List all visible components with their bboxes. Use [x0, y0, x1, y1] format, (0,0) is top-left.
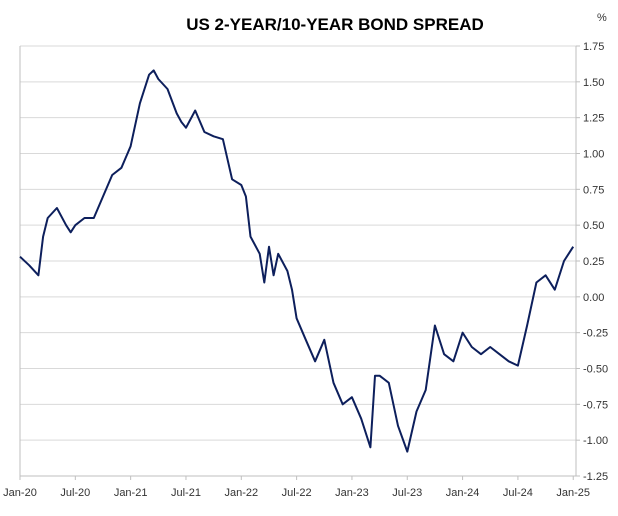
series-line-0: [19, 69, 575, 453]
x-tick-label: Jul-24: [503, 487, 533, 499]
axes: [19, 45, 580, 480]
y-axis-ticks: 1.75 1.50 1.25 1.00 0.75 0.50 0.25 0.00 -0.25 -0.…: [583, 41, 608, 483]
x-tick-label: Jan-25: [556, 487, 590, 499]
x-axis-ticks: Jan-20 Jul-20 Jan-21 Jul-21 Jan-22 Jul-22 Jan-…: [3, 487, 590, 499]
x-tick-label: Jan-20: [3, 487, 37, 499]
y-tick-label: -0.25: [583, 328, 608, 340]
y-tick-label: -1.00: [583, 435, 608, 447]
x-tick-label: Jul-20: [60, 487, 90, 499]
y-tick-label: -1.25: [583, 471, 608, 483]
gridlines: [20, 45, 576, 477]
y-tick-label: 1.50: [583, 77, 604, 89]
x-tick-label: Jan-21: [114, 487, 148, 499]
x-tick-label: Jul-21: [171, 487, 201, 499]
y-tick-label: 1.25: [583, 113, 604, 125]
y-tick-label: -0.75: [583, 399, 608, 411]
y-tick-label: 0.50: [583, 220, 604, 232]
y-tick-label: 1.00: [583, 149, 604, 161]
y-tick-label: 0.75: [583, 184, 604, 196]
y-tick-label: 0.00: [583, 292, 604, 304]
x-tick-label: Jul-22: [282, 487, 312, 499]
chart-title: US 2-YEAR/10-YEAR BOND SPREAD: [186, 15, 484, 34]
x-tick-label: Jan-22: [224, 487, 258, 499]
x-tick-label: Jan-24: [446, 487, 480, 499]
series-layer: [19, 69, 575, 453]
y-axis-unit: %: [597, 12, 607, 24]
x-tick-label: Jan-23: [335, 487, 369, 499]
y-tick-label: -0.50: [583, 364, 608, 376]
x-tick-label: Jul-23: [392, 487, 422, 499]
y-tick-label: 1.75: [583, 41, 604, 53]
y-tick-label: 0.25: [583, 256, 604, 268]
